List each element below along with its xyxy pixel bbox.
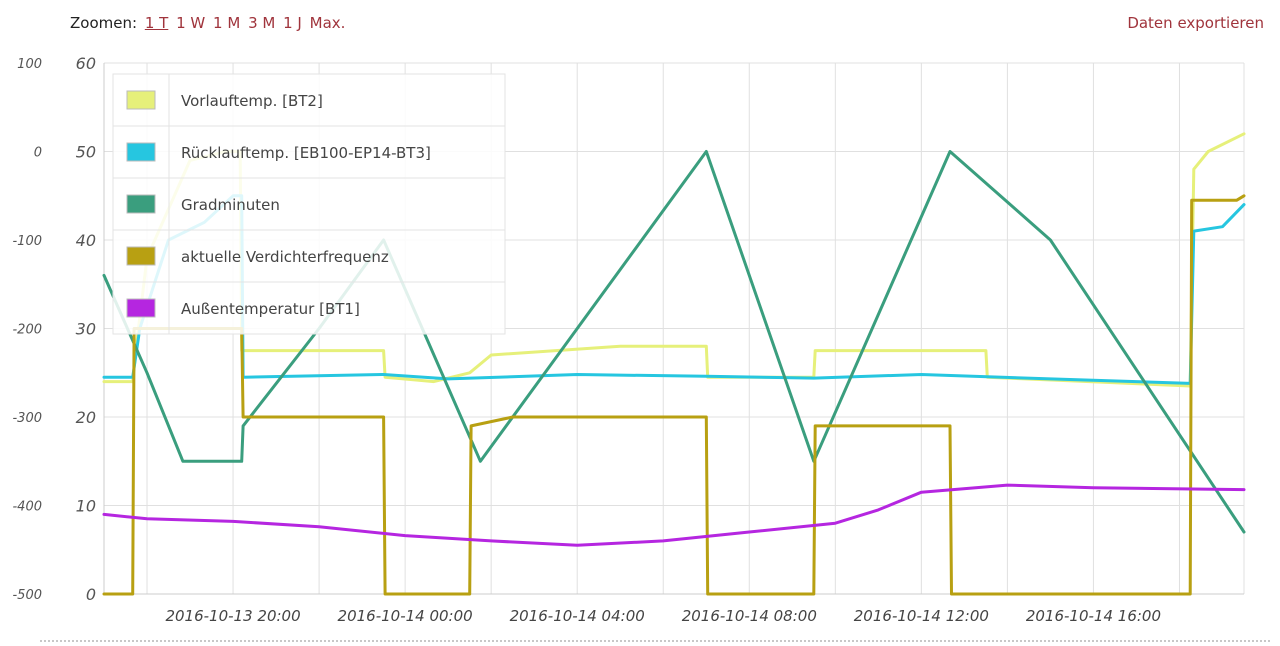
axes: 60504030201001000-100-200-300-400-500201… — [12, 54, 1245, 625]
x-axis-tick-label: 2016-10-14 12:00 — [854, 607, 989, 625]
x-axis-tick-label: 2016-10-13 20:00 — [165, 607, 300, 625]
zoom-option-1-month[interactable]: 1 M — [213, 14, 241, 32]
left-axis-tick-label: 100 — [17, 57, 42, 72]
legend-swatch[interactable] — [126, 90, 156, 110]
left-axis-tick-label: -200 — [12, 323, 42, 338]
legend-swatch[interactable] — [126, 194, 156, 214]
x-axis-tick-label: 2016-10-14 08:00 — [682, 607, 817, 625]
legend-swatch[interactable] — [126, 142, 156, 162]
legend-label[interactable]: Außentemperatur [BT1] — [181, 300, 360, 318]
x-axis-tick-label: 2016-10-14 00:00 — [338, 607, 473, 625]
right-axis-tick-label: 50 — [76, 143, 96, 162]
legend: Vorlauftemp. [BT2] Rücklauftemp. [EB100-E… — [112, 73, 506, 335]
x-axis-tick-label: 2016-10-14 16:00 — [1026, 607, 1161, 625]
export-data-link[interactable]: Daten exportieren — [1127, 14, 1264, 32]
right-axis-tick-label: 40 — [76, 231, 96, 250]
left-axis-tick-label: -300 — [12, 411, 42, 426]
right-axis-tick-label: 60 — [76, 54, 96, 73]
right-axis-tick-label: 20 — [76, 408, 96, 427]
legend-box — [112, 73, 506, 335]
right-axis-tick-label: 30 — [76, 320, 96, 339]
left-axis-tick-label: 0 — [34, 146, 42, 161]
left-axis-tick-label: -100 — [12, 234, 42, 249]
legend-swatch[interactable] — [126, 246, 156, 266]
series-line-4[interactable] — [102, 194, 1246, 596]
x-axis-tick-label: 2016-10-14 04:00 — [510, 607, 645, 625]
legend-label[interactable]: aktuelle Verdichterfrequenz — [181, 248, 389, 266]
legend-label[interactable]: Gradminuten — [181, 196, 280, 214]
legend-swatch[interactable] — [126, 298, 156, 318]
zoom-option-max[interactable]: Max. — [309, 14, 346, 32]
zoom-option-1-week[interactable]: 1 W — [176, 14, 206, 32]
right-axis-tick-label: 10 — [76, 497, 96, 516]
zoom-option-1-year[interactable]: 1 J — [283, 14, 302, 32]
left-axis-tick-label: -500 — [12, 588, 42, 603]
legend-label[interactable]: Rücklauftemp. [EB100-EP14-BT3] — [181, 144, 431, 162]
right-axis-tick-label: 0 — [86, 585, 96, 604]
series-line-5[interactable] — [102, 483, 1246, 547]
zoom-toolbar: Zoomen: 1 T 1 W 1 M 3 M 1 J Max. — [70, 14, 345, 32]
left-axis-tick-label: -400 — [12, 500, 42, 515]
zoom-label: Zoomen: — [70, 14, 138, 32]
zoom-option-3-months[interactable]: 3 M — [248, 14, 276, 32]
legend-label[interactable]: Vorlauftemp. [BT2] — [181, 92, 323, 110]
zoom-option-1-day[interactable]: 1 T — [144, 14, 169, 32]
footer-divider — [40, 640, 1270, 642]
